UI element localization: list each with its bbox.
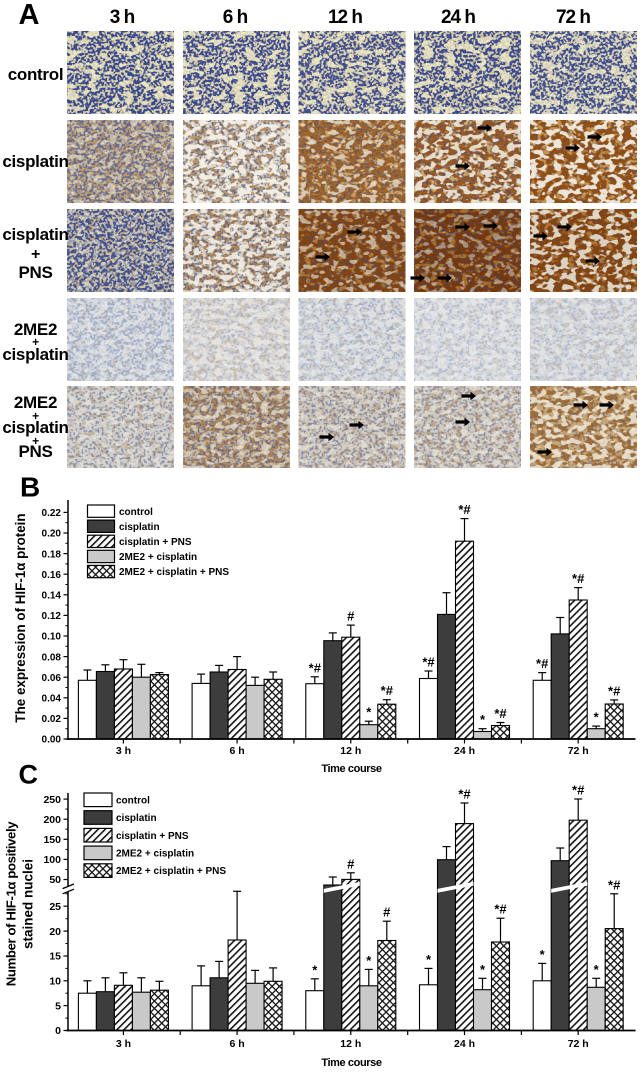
svg-text:6 h: 6 h bbox=[230, 1038, 245, 1050]
svg-text:*#: *# bbox=[458, 502, 471, 517]
svg-text:0.16: 0.16 bbox=[42, 570, 62, 581]
svg-text:2ME2 + cisplatin + PNS: 2ME2 + cisplatin + PNS bbox=[116, 866, 226, 877]
svg-text:6 h: 6 h bbox=[230, 745, 245, 757]
svg-text:*#: *# bbox=[572, 571, 585, 586]
svg-text:200: 200 bbox=[43, 814, 61, 826]
svg-text:*#: *# bbox=[309, 660, 322, 675]
svg-text:*#: *# bbox=[494, 902, 507, 917]
svg-text:Number of HIF-1α positively: Number of HIF-1α positively bbox=[3, 821, 18, 986]
svg-text:2ME2 + cisplatin: 2ME2 + cisplatin bbox=[116, 849, 194, 860]
svg-text:Time course: Time course bbox=[321, 763, 381, 775]
svg-text:B: B bbox=[20, 472, 40, 503]
svg-text:*#: *# bbox=[536, 656, 549, 671]
svg-text:100: 100 bbox=[43, 854, 61, 866]
svg-text:3 h: 3 h bbox=[116, 745, 131, 757]
svg-text:2ME2 + cisplatin + PNS: 2ME2 + cisplatin + PNS bbox=[119, 567, 229, 578]
svg-text:0: 0 bbox=[55, 1025, 61, 1037]
svg-text:0.10: 0.10 bbox=[42, 632, 62, 643]
svg-text:0.12: 0.12 bbox=[42, 611, 62, 622]
svg-text:*#: *# bbox=[608, 877, 621, 892]
svg-text:*#: *# bbox=[381, 683, 394, 698]
svg-text:*: * bbox=[366, 705, 372, 720]
svg-text:*#: *# bbox=[572, 783, 585, 798]
svg-text:24 h: 24 h bbox=[454, 745, 475, 757]
svg-text:0.14: 0.14 bbox=[42, 591, 62, 602]
svg-text:control: control bbox=[119, 507, 153, 518]
svg-text:#: # bbox=[347, 856, 355, 871]
svg-text:*: * bbox=[312, 962, 318, 977]
svg-text:0.02: 0.02 bbox=[42, 714, 62, 725]
svg-text:control: control bbox=[116, 795, 150, 806]
svg-text:stained nuclei: stained nuclei bbox=[20, 859, 35, 949]
svg-text:0.18: 0.18 bbox=[42, 549, 62, 560]
svg-text:0.00: 0.00 bbox=[42, 735, 62, 746]
svg-text:15: 15 bbox=[49, 951, 61, 963]
svg-text:Time course: Time course bbox=[321, 1057, 381, 1069]
svg-text:The expression of HIF-1α prote: The expression of HIF-1α protein bbox=[13, 513, 28, 722]
svg-text:*: * bbox=[594, 962, 600, 977]
svg-text:cisplatin: cisplatin bbox=[119, 522, 160, 533]
svg-text:3 h: 3 h bbox=[116, 1038, 131, 1050]
svg-text:25: 25 bbox=[49, 901, 61, 913]
svg-text:*: * bbox=[480, 712, 486, 727]
svg-text:0.22: 0.22 bbox=[42, 508, 62, 519]
svg-text:5: 5 bbox=[55, 1000, 61, 1012]
svg-text:0.08: 0.08 bbox=[42, 652, 62, 663]
svg-text:*#: *# bbox=[422, 655, 435, 670]
svg-text:0.06: 0.06 bbox=[42, 673, 62, 684]
svg-text:*#: *# bbox=[458, 787, 471, 802]
svg-text:10: 10 bbox=[49, 976, 61, 988]
svg-text:*: * bbox=[540, 947, 546, 962]
svg-text:*#: *# bbox=[494, 706, 507, 721]
svg-text:0.04: 0.04 bbox=[42, 694, 62, 705]
svg-text:C: C bbox=[19, 760, 39, 790]
svg-text:72 h: 72 h bbox=[568, 1038, 589, 1050]
svg-text:12 h: 12 h bbox=[340, 745, 361, 757]
svg-text:72 h: 72 h bbox=[568, 745, 589, 757]
svg-text:12 h: 12 h bbox=[340, 1038, 361, 1050]
svg-text:cisplatin: cisplatin bbox=[116, 813, 157, 824]
svg-text:*: * bbox=[366, 953, 372, 968]
svg-text:20: 20 bbox=[49, 926, 61, 938]
svg-text:*#: *# bbox=[608, 683, 621, 698]
svg-text:#: # bbox=[383, 905, 391, 920]
svg-text:2ME2 + cisplatin: 2ME2 + cisplatin bbox=[119, 552, 197, 563]
svg-text:250: 250 bbox=[43, 794, 61, 806]
svg-text:*: * bbox=[480, 962, 486, 977]
svg-text:*: * bbox=[594, 710, 600, 725]
svg-text:150: 150 bbox=[43, 834, 61, 846]
svg-text:A: A bbox=[19, 0, 40, 31]
svg-text:cisplatin + PNS: cisplatin + PNS bbox=[119, 537, 192, 548]
svg-text:24 h: 24 h bbox=[454, 1038, 475, 1050]
svg-text:0.20: 0.20 bbox=[42, 529, 62, 540]
svg-text:50: 50 bbox=[49, 874, 61, 886]
svg-text:#: # bbox=[347, 609, 355, 624]
svg-text:*: * bbox=[426, 952, 432, 967]
svg-text:cisplatin + PNS: cisplatin + PNS bbox=[116, 831, 189, 842]
